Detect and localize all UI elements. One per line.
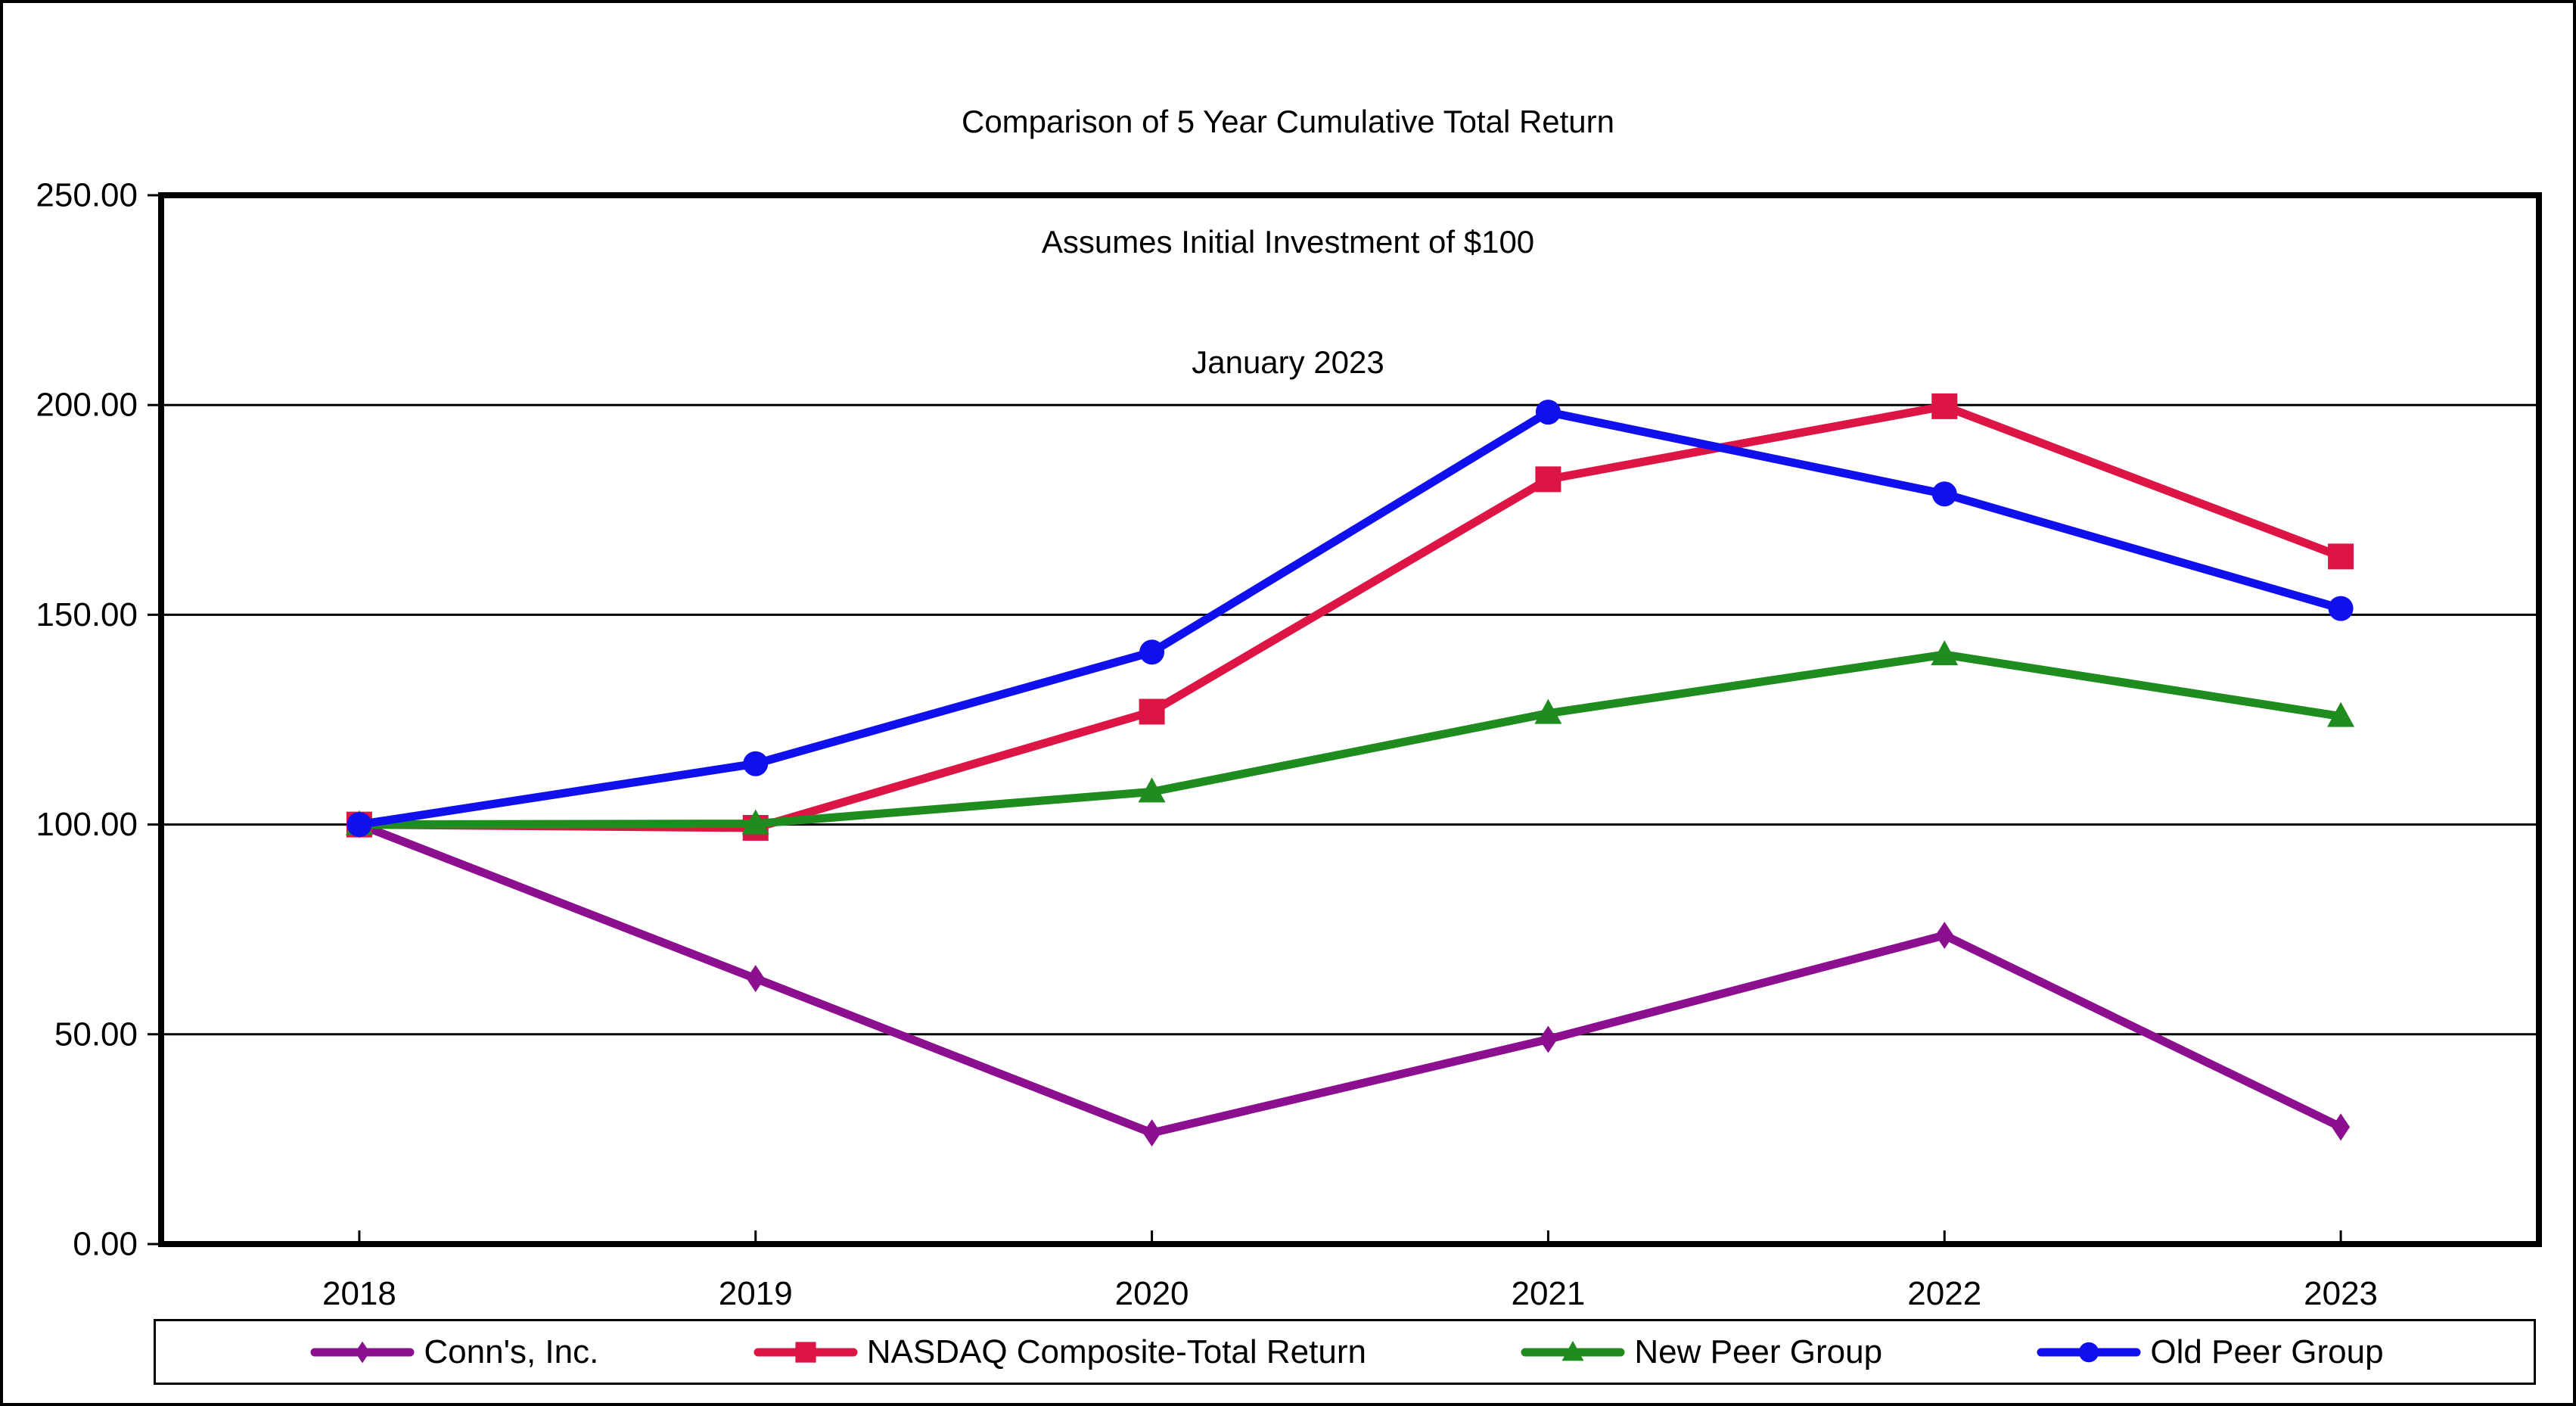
circle-marker-icon — [1931, 481, 1957, 507]
series-line — [359, 407, 2342, 829]
circle-marker-glyph — [2079, 1342, 2099, 1362]
circle-marker-icon — [1139, 639, 1165, 665]
y-axis-label: 100.00 — [36, 806, 138, 843]
x-axis-label: 2021 — [1511, 1275, 1585, 1312]
series-new-peer-group — [345, 640, 2355, 835]
chart-canvas: 0.00 50.00 100.00 150.00 200.00 250.00 2018 201… — [36, 177, 2542, 1312]
chart-subtitle: Assumes Initial Investment of $100 — [1041, 224, 1535, 260]
circle-marker-icon — [2328, 596, 2354, 621]
y-axis-label: 250.00 — [36, 177, 138, 214]
chart-legend: Conn's, Inc. NASDAQ Composite-Total Retur… — [154, 1319, 2536, 1385]
diamond-marker-icon — [1142, 1119, 1161, 1147]
triangle-marker-icon — [741, 809, 769, 835]
legend-item-old-peer-group: Old Peer Group — [2032, 1333, 2384, 1371]
square-marker-icon — [1931, 393, 1958, 419]
triangle-marker-icon — [1931, 640, 1959, 666]
legend-item-label: Conn's, Inc. — [424, 1333, 599, 1370]
diamond-marker-icon — [2332, 1113, 2351, 1141]
triangle-marker-icon — [1521, 1340, 1625, 1361]
triangle-marker-icon — [1138, 777, 1166, 803]
chart-period: January 2023 — [1192, 344, 1384, 380]
square-marker-icon — [1139, 698, 1165, 725]
series-nasdaq-composite-total-return — [346, 393, 2354, 841]
triangle-marker-glyph — [1561, 1340, 1584, 1361]
plot-border — [158, 192, 2542, 1247]
x-axis-label: 2020 — [1115, 1275, 1189, 1312]
legend-item-new-peer-group: New Peer Group — [1516, 1333, 1882, 1371]
y-axis-label: 150.00 — [36, 596, 138, 633]
square-marker-icon — [754, 1341, 858, 1363]
circle-marker-icon — [2037, 1342, 2141, 1362]
diamond-marker-icon — [1935, 921, 1954, 949]
chart-title-block: Comparison of 5 Year Cumulative Total Re… — [3, 21, 2573, 462]
legend-item-nasdaq-composite-total-return: NASDAQ Composite-Total Return — [749, 1333, 1366, 1371]
circle-marker-icon — [743, 751, 769, 776]
y-axis-label: 0.00 — [73, 1226, 138, 1263]
x-axis-label: 2023 — [2304, 1275, 2378, 1312]
diamond-marker-glyph — [355, 1341, 370, 1363]
x-axis-label: 2019 — [719, 1275, 793, 1312]
y-axis-label: 200.00 — [36, 387, 138, 424]
triangle-marker-icon — [1534, 698, 1562, 724]
legend-item-conn-s-inc: Conn's, Inc. — [306, 1333, 598, 1371]
series-conn-s-inc — [350, 810, 2351, 1147]
circle-marker-icon — [346, 812, 372, 838]
y-axis-label: 50.00 — [54, 1016, 138, 1053]
diamond-marker-icon — [310, 1341, 415, 1363]
x-axis-label: 2018 — [322, 1275, 396, 1312]
legend-item-label: Old Peer Group — [2150, 1333, 2384, 1370]
legend-item-label: New Peer Group — [1634, 1333, 1883, 1370]
diamond-marker-icon — [1539, 1025, 1558, 1053]
square-marker-icon — [2328, 543, 2354, 570]
series-line — [359, 650, 2341, 829]
x-axis-label: 2022 — [1907, 1275, 1981, 1312]
square-marker-icon — [1535, 466, 1561, 493]
series-line — [359, 402, 2343, 832]
square-marker-glyph — [795, 1341, 816, 1363]
series-old-peer-group — [346, 400, 2354, 838]
series-line — [357, 820, 2343, 1137]
circle-marker-icon — [1535, 400, 1561, 425]
diamond-marker-icon — [746, 965, 765, 993]
legend-item-label: NASDAQ Composite-Total Return — [866, 1333, 1366, 1370]
triangle-marker-icon — [2327, 701, 2355, 727]
chart-title: Comparison of 5 Year Cumulative Total Re… — [961, 104, 1615, 139]
